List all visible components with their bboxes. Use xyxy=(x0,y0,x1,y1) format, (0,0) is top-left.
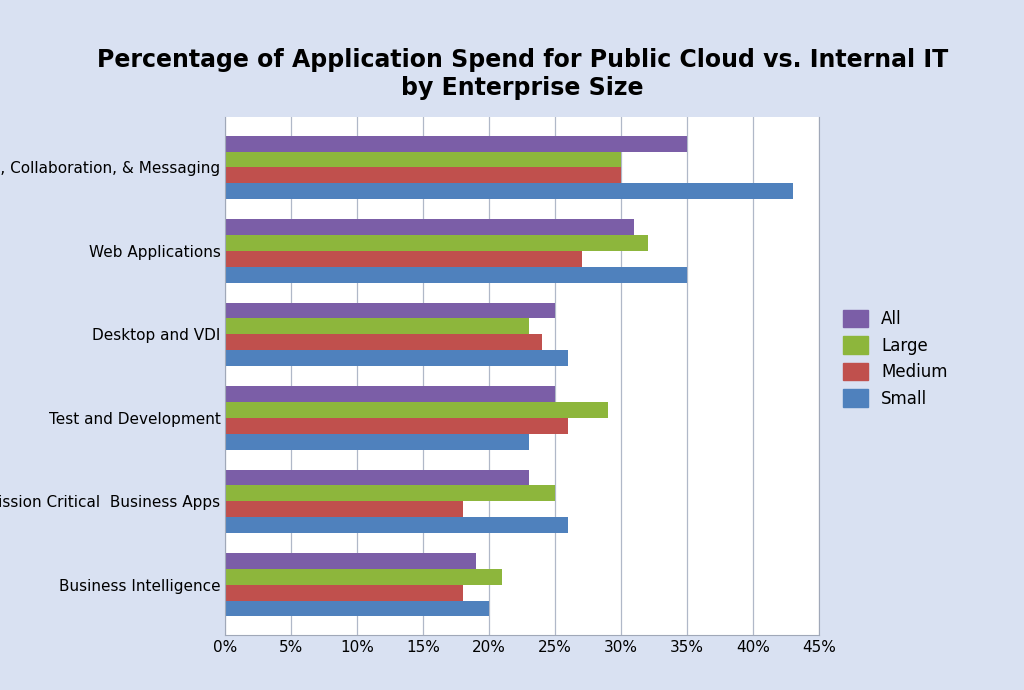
Bar xyxy=(225,184,793,199)
Bar xyxy=(225,402,608,417)
Bar xyxy=(225,517,568,533)
Bar xyxy=(225,485,555,501)
Bar xyxy=(225,251,582,267)
Bar xyxy=(225,152,622,168)
Text: Percentage of Application Spend for Public Cloud vs. Internal IT
by Enterprise S: Percentage of Application Spend for Publ… xyxy=(96,48,948,100)
Legend: All, Large, Medium, Small: All, Large, Medium, Small xyxy=(843,310,948,408)
Bar xyxy=(225,219,635,235)
Bar xyxy=(225,469,528,485)
Bar xyxy=(225,168,622,184)
Bar xyxy=(225,569,503,584)
Bar xyxy=(225,136,687,152)
Bar xyxy=(225,600,489,616)
Bar xyxy=(225,235,647,251)
Bar xyxy=(225,584,463,600)
Bar xyxy=(225,501,463,517)
Bar xyxy=(225,267,687,283)
Bar xyxy=(225,351,568,366)
Bar xyxy=(225,386,555,402)
Bar xyxy=(225,303,555,319)
Bar xyxy=(225,417,568,433)
Bar xyxy=(225,433,528,449)
Bar xyxy=(225,319,528,335)
Bar xyxy=(225,335,542,351)
Bar xyxy=(225,553,476,569)
